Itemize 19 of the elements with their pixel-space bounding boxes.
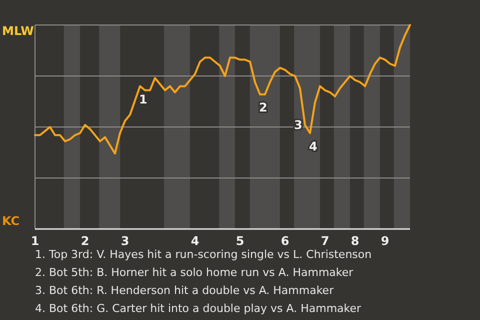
x-tick-label: 2 [80,234,90,248]
text: KC [2,214,20,228]
x-tick-label: 1 [30,234,40,248]
annotation: 4 [309,139,318,154]
text: MLW [2,24,34,38]
x-tick-label: 9 [380,234,390,248]
x-tick-label: 8 [350,234,360,248]
annotation: 1 [139,92,148,106]
annotation: 3 [294,118,302,132]
text: 3. Bot 6th: R. Henderson hit a double vs A. Hammaker [35,284,334,297]
text: 4. Bot 6th: G. Carter hit into a double play vs A. Hammaker [35,302,362,315]
text: 1. Top 3rd: V. Hayes hit a run-scoring single vs L. Christenson [35,248,372,261]
x-tick-label: 5 [236,234,244,248]
x-tick-label: 3 [120,234,130,248]
text: 2. Bot 5th: B. Horner hit a solo home run vs A. Hammaker [35,266,354,279]
x-tick-label: 6 [280,234,290,248]
x-tick-label: 4 [190,234,200,248]
x-tick-label: 7 [320,234,330,248]
annotation: 2 [259,100,268,115]
